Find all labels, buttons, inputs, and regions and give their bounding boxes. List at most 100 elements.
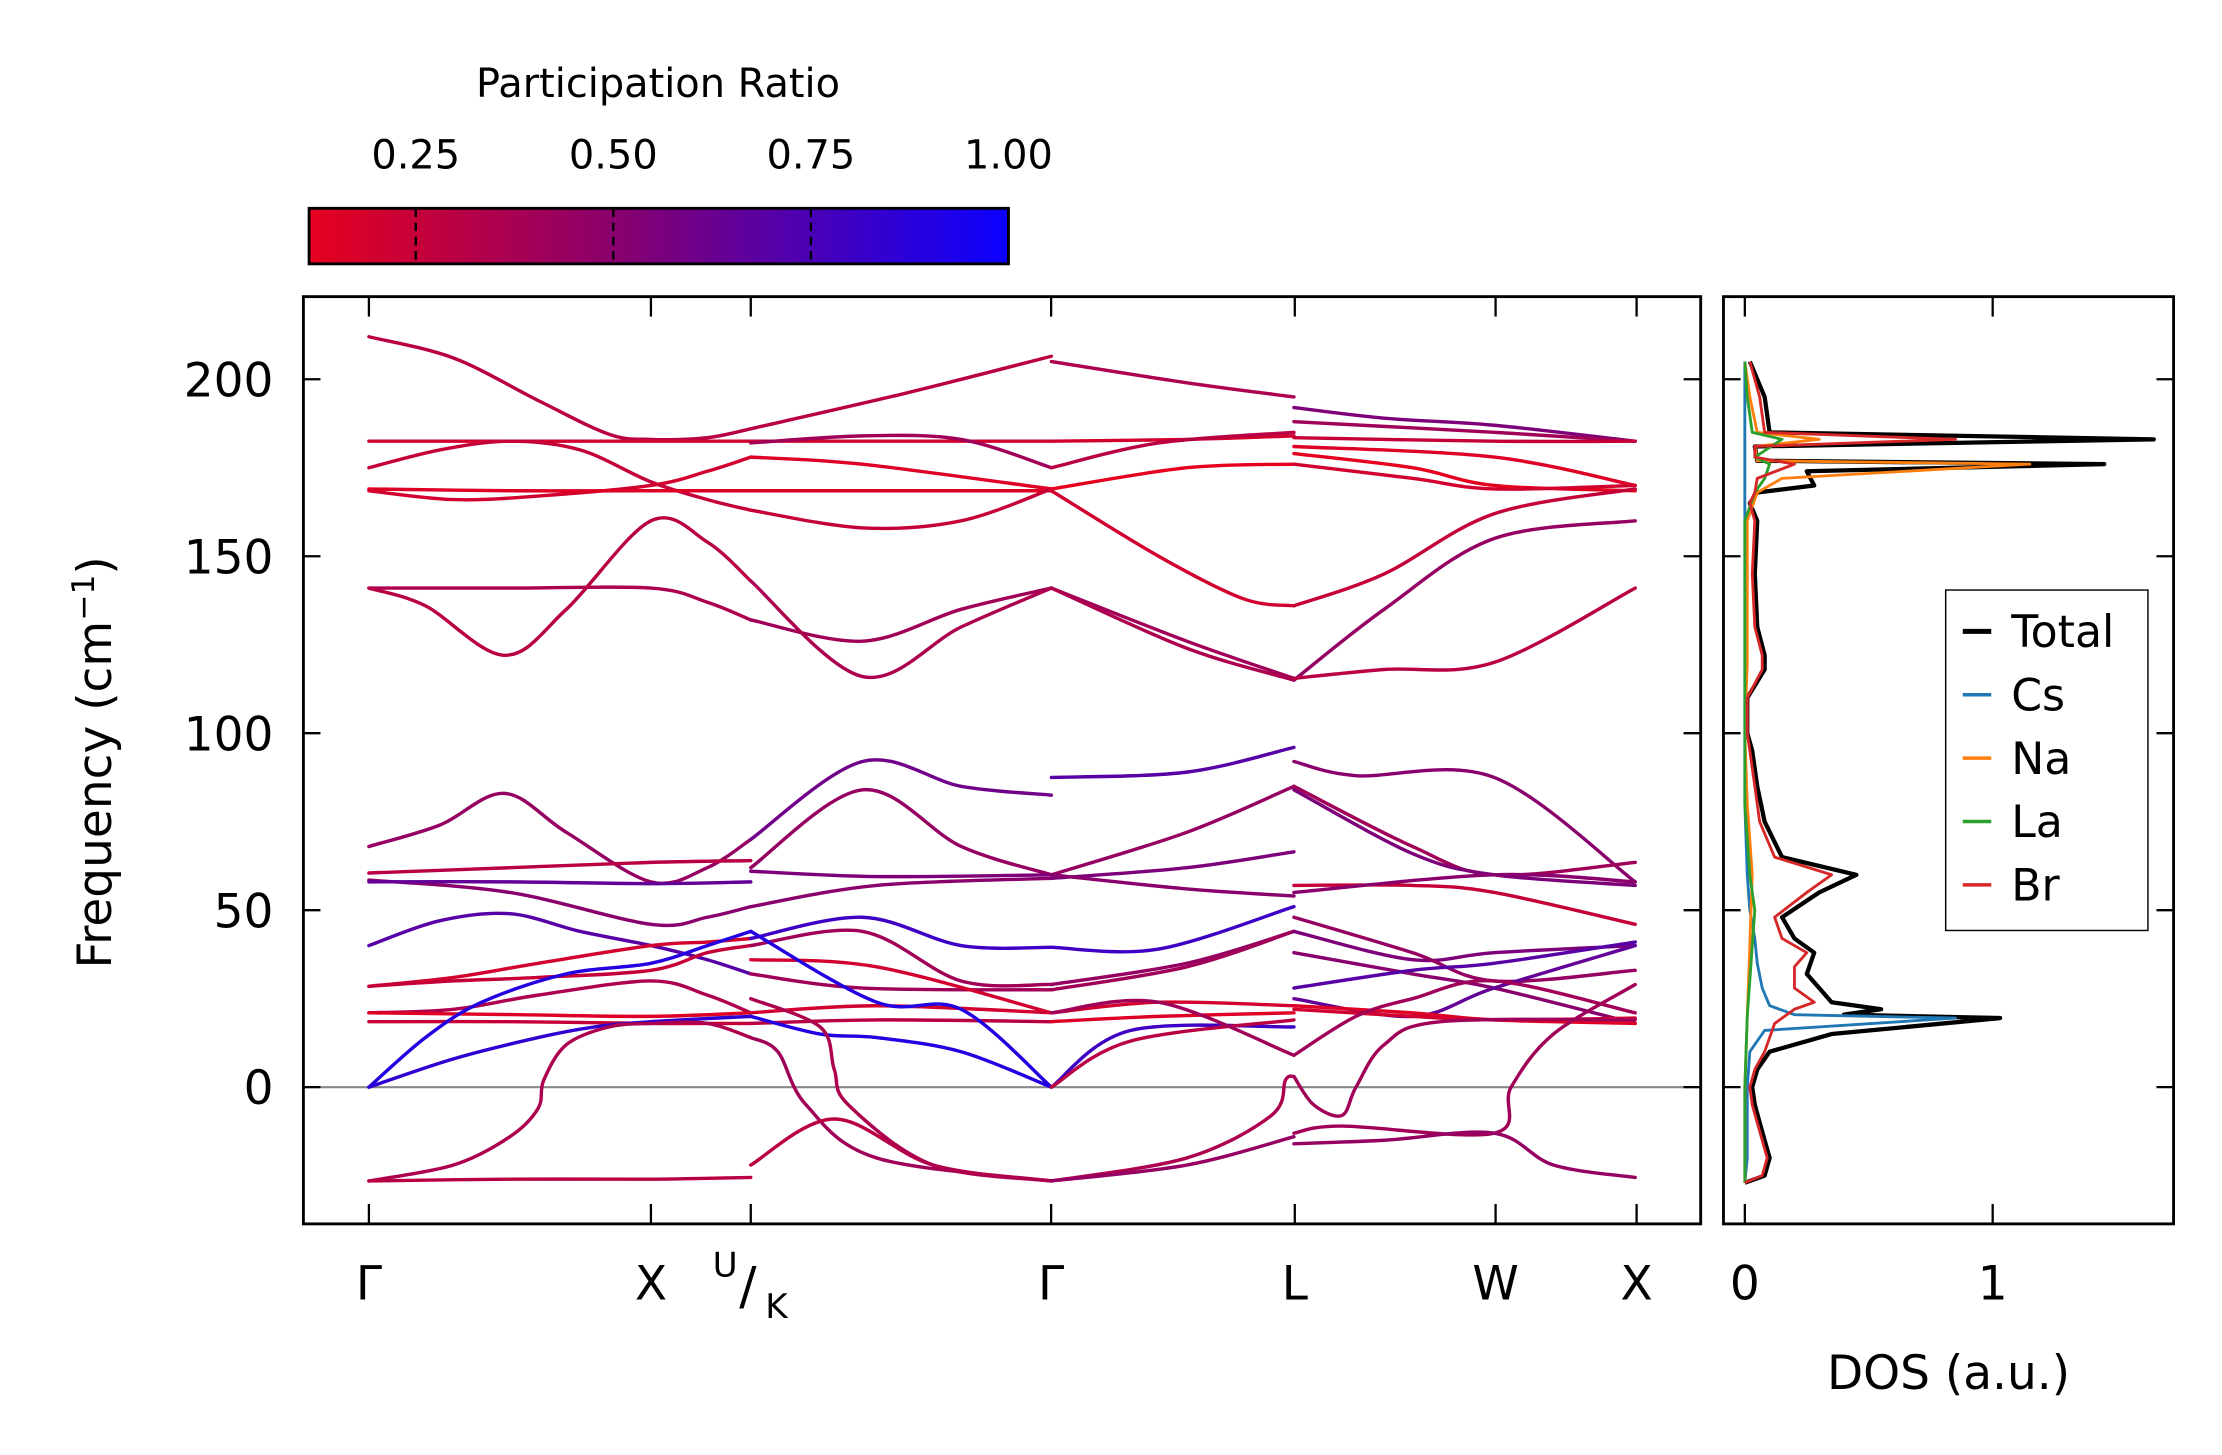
band-line (749, 354, 1054, 431)
band-line (1292, 451, 1637, 493)
band-line (367, 979, 753, 1015)
dos-line-total (1744, 360, 2156, 1185)
band-line (749, 869, 1054, 879)
dos-x-tick-label: 1 (1978, 1256, 2008, 1311)
band-line (1292, 462, 1637, 491)
band-line (367, 791, 753, 885)
k-label: U / K (713, 1246, 790, 1327)
y-axis-label: Frequency (cm−1) (66, 556, 123, 968)
band-line (367, 1011, 753, 1019)
band-line (367, 585, 753, 622)
band-line (749, 1018, 1054, 1026)
y-tick-label: 150 (184, 530, 274, 585)
band-line (1292, 405, 1637, 443)
band-line (367, 335, 753, 442)
dos-line-br (1744, 361, 1957, 1185)
band-line (1292, 784, 1637, 877)
band-line (367, 911, 753, 976)
band-line (1049, 359, 1296, 399)
band-line (1292, 1004, 1637, 1026)
y-tick-label: 200 (184, 353, 274, 408)
k-label: Γ (1038, 1256, 1064, 1311)
band-line (1049, 586, 1296, 682)
colorbar-title: Participation Ratio (476, 61, 840, 107)
band-line (1292, 487, 1637, 608)
dos-line-cs (1743, 361, 1957, 1183)
band-line (367, 1020, 753, 1183)
legend: Total Cs Na La Br (1944, 589, 2149, 932)
y-tick-label: 50 (214, 884, 274, 939)
band-line (1292, 519, 1637, 682)
band-line (749, 915, 1054, 950)
dos-plot: 0 1 DOS (a.u.) Total Cs Na La Br (1722, 295, 2175, 1401)
band-line (749, 487, 1054, 531)
band-line (1049, 1134, 1296, 1183)
legend-label: Br (2011, 861, 2060, 912)
colorbar-tick-label: 1.00 (964, 132, 1053, 178)
band-line (749, 579, 1054, 680)
band-line (367, 880, 753, 886)
band-line (1292, 435, 1637, 444)
legend-label: La (2011, 797, 2063, 848)
band-line (749, 876, 1054, 909)
band-line (367, 1175, 753, 1183)
band-line (1049, 850, 1296, 881)
band-line (749, 958, 1054, 1015)
band-line (749, 586, 1054, 643)
band-line (367, 487, 753, 493)
band-line (1049, 784, 1296, 877)
band-line (749, 996, 1054, 1183)
legend-label: Na (2011, 734, 2071, 785)
dos-x-axis-label: DOS (a.u.) (1827, 1346, 2070, 1401)
band-line (1292, 759, 1637, 884)
k-label: X (635, 1256, 667, 1311)
band-line (1292, 788, 1637, 888)
colorbar: Participation Ratio 0.25 0.50 0.75 1.00 (307, 61, 1053, 266)
colorbar-tick-label: 0.25 (371, 132, 460, 178)
band-line (1049, 904, 1296, 954)
band-line (1292, 1130, 1637, 1180)
k-label: W (1472, 1256, 1518, 1311)
band-line (749, 1014, 1054, 1089)
band-line (749, 788, 1054, 877)
band-line (367, 1014, 753, 1089)
k-label: L (1282, 1256, 1308, 1311)
band-line (1049, 998, 1296, 1058)
band-line (749, 1035, 1054, 1183)
band-line (1049, 873, 1296, 898)
band-line (1292, 1017, 1637, 1118)
k-label: Γ (356, 1256, 382, 1311)
band-line (367, 455, 753, 502)
band-line (749, 972, 1054, 992)
colorbar-tick-label: 0.50 (569, 132, 658, 178)
band-line (367, 878, 753, 928)
band-line (749, 433, 1054, 470)
k-label-sub: K (765, 1287, 789, 1327)
band-line (1292, 982, 1637, 1137)
dos-axes-frame (1722, 295, 2175, 1226)
band-line (749, 758, 1054, 842)
main-axes-frame (301, 295, 1703, 1226)
k-label: X (1621, 1256, 1653, 1311)
band-line (1292, 444, 1637, 488)
legend-label: Cs (2011, 670, 2065, 721)
band-line (1292, 979, 1637, 1058)
band-line (1049, 745, 1296, 780)
colorbar-tick-label: 0.75 (766, 132, 855, 178)
band-line (1049, 489, 1296, 608)
band-line (1292, 950, 1637, 1026)
legend-label: Total (2010, 607, 2114, 658)
band-line (1049, 462, 1296, 491)
band-line (1049, 430, 1296, 470)
legend-box (1944, 589, 2149, 932)
y-tick-label: 100 (184, 707, 274, 762)
band-line (1049, 929, 1296, 987)
y-tick-label: 0 (244, 1061, 274, 1116)
band-line (1292, 872, 1637, 895)
band-line (1049, 1023, 1296, 1089)
band-line (367, 929, 753, 1089)
band-line (367, 516, 753, 658)
band-structure-plot: 0 50 100 150 200 Γ X U / K Γ L W X Frequency (cm−1) (66, 295, 2174, 1327)
band-line (1292, 420, 1637, 443)
band-line (1292, 586, 1637, 681)
